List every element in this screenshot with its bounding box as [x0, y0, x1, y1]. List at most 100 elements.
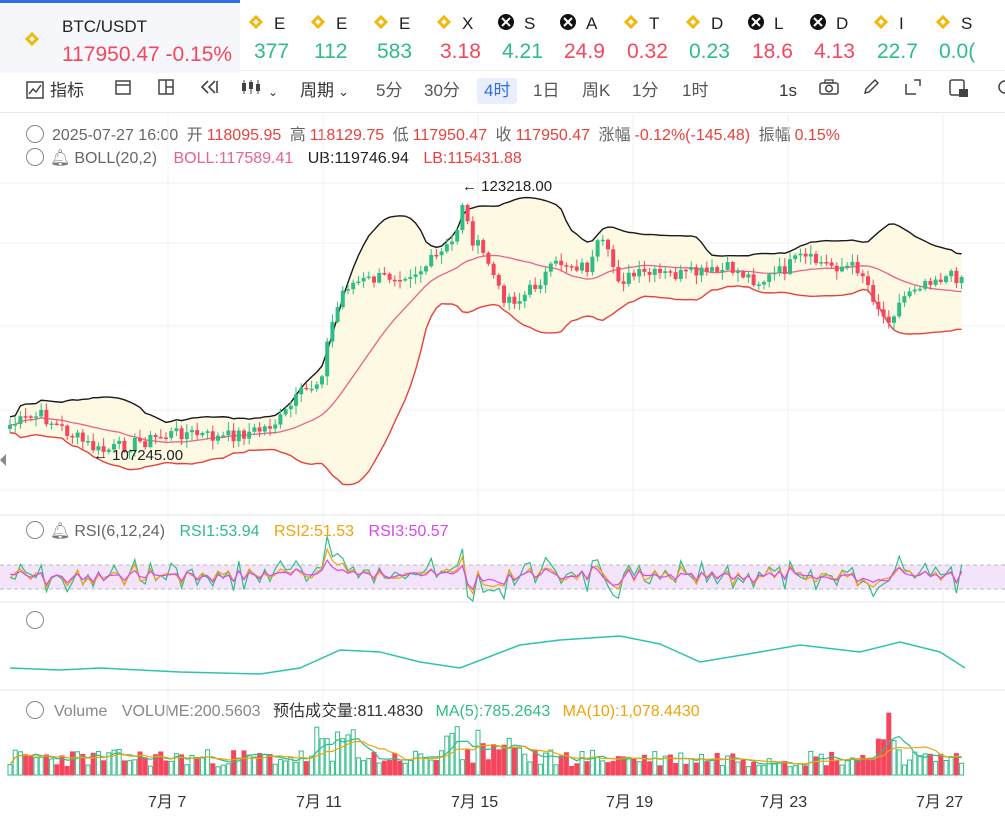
indicator-button[interactable]: 指标 [26, 78, 84, 104]
volume-bar [849, 757, 855, 776]
period-5m[interactable]: 5分 [376, 81, 403, 100]
volume-bar [725, 755, 731, 776]
candle-body [590, 256, 595, 273]
x-tick-label: 7月 15 [451, 794, 499, 811]
period-dropdown[interactable]: 周期 ⌄ [300, 81, 349, 100]
ticker-item[interactable]: D 0.23 [677, 0, 740, 70]
ticker-name: E [399, 14, 411, 33]
volume-bar [927, 753, 933, 776]
interval-1s[interactable]: 1s [779, 81, 797, 100]
more-icon[interactable] [993, 78, 1005, 104]
ticker-item[interactable]: I 22.7 [865, 0, 927, 70]
volume-bar [595, 756, 601, 776]
volume-bar [787, 766, 793, 776]
expand-pane-icon[interactable] [26, 611, 44, 629]
boll-mid-line [9, 254, 962, 444]
candle-body [278, 414, 283, 425]
rsi-line [9, 558, 963, 591]
period-1w[interactable]: 周K [582, 81, 611, 100]
ticker-item[interactable]: A 24.9 [552, 0, 615, 70]
scroll-left-handle[interactable] [0, 454, 6, 466]
bell-icon[interactable]: 🔔︎ [50, 150, 71, 167]
ticker-item[interactable]: X 3.18 [428, 0, 490, 70]
candle-body [132, 437, 137, 452]
x-tick-label: 7月 19 [606, 794, 654, 811]
ticker-item[interactable]: BTC/USDT 117950.47 -0.15% [0, 0, 240, 73]
candle-body [226, 430, 231, 436]
candle-body [164, 437, 168, 440]
volume-bar [537, 763, 543, 776]
collapse-icon[interactable] [26, 701, 44, 719]
volume-bar [241, 750, 247, 776]
candle-body [231, 430, 236, 442]
candle-body [829, 262, 834, 266]
volume-bar [355, 757, 361, 776]
collapse-icon[interactable] [26, 148, 44, 166]
candle-body [585, 262, 590, 273]
settings-icon[interactable] [947, 78, 969, 104]
volume-bar [225, 763, 231, 776]
volume-bar [423, 757, 429, 776]
period-4h[interactable]: 4时 [477, 78, 518, 104]
volume-bar [106, 752, 112, 776]
candle-body [54, 423, 59, 426]
ticker-name: A [586, 14, 598, 33]
volume-bar [194, 757, 200, 776]
candle-body [216, 435, 220, 441]
volume-bar [80, 753, 86, 776]
camera-icon[interactable] [818, 78, 840, 104]
candle-body [912, 289, 917, 292]
collapse-icon[interactable] [26, 521, 44, 539]
period-1m[interactable]: 1分 [632, 81, 659, 100]
period-1d[interactable]: 1日 [533, 81, 560, 100]
ticker-item[interactable]: D 4.13 [802, 0, 865, 70]
volume-bar [496, 749, 502, 776]
template-icon[interactable] [114, 78, 132, 104]
candle-body [616, 266, 621, 282]
candle-body [60, 424, 64, 426]
ticker-item[interactable]: S 4.21 [490, 0, 552, 70]
x-tick-label: 7月 11 [296, 794, 342, 811]
candle-body [335, 307, 340, 322]
volume-bar [761, 765, 767, 776]
period-30m[interactable]: 30分 [424, 81, 460, 100]
pencil-icon[interactable] [862, 78, 882, 104]
volume-ma10-line [9, 740, 962, 766]
ticker-item[interactable]: E 377 [240, 0, 302, 70]
candle-body [538, 285, 543, 289]
candle-body [450, 241, 454, 245]
ticker-price: 3.18 [440, 40, 481, 63]
expand-icon[interactable] [903, 78, 923, 104]
ticker-item[interactable]: S 0.0( [927, 0, 1005, 70]
ticker-item[interactable]: E 112 [302, 0, 365, 70]
volume-bar [33, 757, 39, 776]
period-1h[interactable]: 1时 [682, 81, 709, 100]
candle-body [361, 277, 366, 282]
candle-body [632, 272, 636, 277]
volume-bar [631, 758, 637, 776]
volume-bar [439, 750, 445, 776]
ticker-item[interactable]: L 18.6 [740, 0, 802, 70]
volume-bar [205, 749, 211, 776]
replay-icon[interactable] [199, 78, 219, 104]
chart-type-button[interactable]: ⌄ [240, 78, 278, 104]
candle-body [346, 289, 350, 291]
volume-bar [173, 753, 179, 776]
candle-body [626, 272, 631, 284]
volume-bar [199, 756, 205, 776]
layout-icon[interactable] [157, 78, 175, 104]
ticker-item[interactable]: E 583 [365, 0, 428, 70]
ticker-item[interactable]: T 0.32 [615, 0, 677, 70]
volume-bar [127, 760, 133, 776]
binance-icon [623, 14, 639, 30]
ticker-price: 18.6 [752, 40, 793, 63]
volume-bar [49, 758, 55, 776]
candle-body [892, 316, 896, 323]
candle-body [106, 449, 111, 452]
candle-body [439, 251, 444, 256]
volume-bar [636, 761, 642, 776]
collapse-icon[interactable] [26, 125, 44, 143]
chart-toolbar: 指标 ⌄ 周期 ⌄ 5分 30分 4时 1日 周K 1分 1时 1s [0, 70, 1005, 113]
bell-icon[interactable]: 🔔︎ [50, 523, 71, 540]
